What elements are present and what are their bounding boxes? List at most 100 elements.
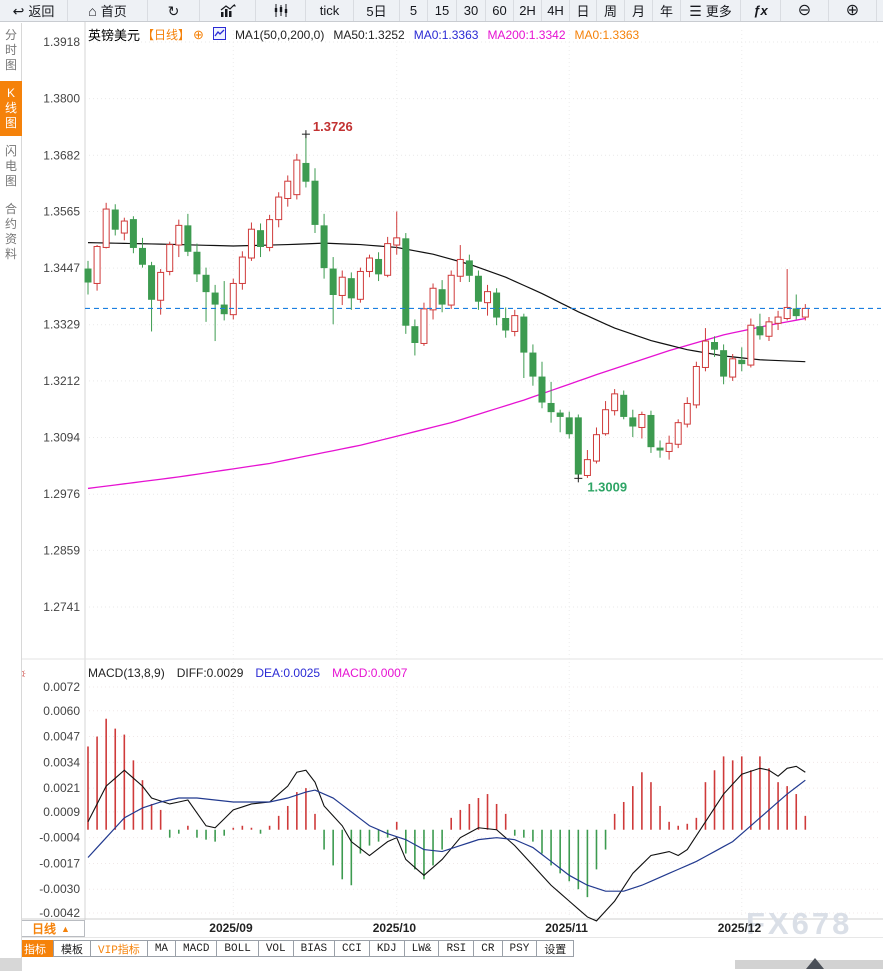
svg-text:1.3094: 1.3094 (43, 431, 80, 445)
toolbar-candle-chart[interactable] (256, 0, 306, 21)
svg-text:-0.0004: -0.0004 (39, 831, 80, 845)
home-icon: ⌂ (88, 2, 97, 19)
chart-type-sidebar: 分时图 K线图闪电图合约资料 (0, 23, 22, 958)
svg-text:1.3726: 1.3726 (313, 119, 353, 134)
chevron-up-icon: ▲ (61, 923, 70, 934)
indicator-tab-模板[interactable]: 模板 (53, 940, 91, 957)
svg-text:0.0047: 0.0047 (43, 730, 80, 744)
sidebar-tab-0[interactable]: 分时图 (4, 28, 17, 72)
x-axis-date-1: 2025/10 (372, 921, 417, 935)
indicator-tab-LW&[interactable]: LW& (403, 940, 440, 957)
sidebar-tab-3[interactable]: 合约资料 (4, 202, 17, 261)
toolbar-period-15-label: 15 (434, 3, 450, 18)
toolbar-period-week-label: 周 (603, 4, 617, 19)
toolbar-trend-chart[interactable] (200, 0, 256, 21)
svg-text:1.3682: 1.3682 (43, 148, 80, 162)
toolbar-zoom-in[interactable]: ⊕ (829, 0, 877, 21)
toolbar-period-5[interactable]: 5 (400, 0, 428, 21)
menu-icon: ☰ (689, 2, 702, 19)
toolbar-period-4h[interactable]: 4H (542, 0, 570, 21)
add-indicator-icon[interactable]: ⊕ (193, 26, 204, 42)
toolbar-home[interactable]: ⌂ 首页 (68, 0, 148, 21)
toolbar-fx-functions[interactable]: ƒx (741, 0, 781, 21)
svg-text:1.3212: 1.3212 (43, 374, 80, 388)
macd-value: MACD:0.0007 (332, 666, 408, 680)
ma200-value: MA200:1.3342 (487, 27, 566, 42)
scrollbar-corner (0, 958, 22, 971)
symbol-name: 英镑美元 (88, 28, 141, 43)
toolbar-period-2h[interactable]: 2H (514, 0, 542, 21)
zoom-in-icon: ⊕ (845, 1, 860, 19)
svg-text:0.0034: 0.0034 (43, 755, 80, 769)
indicator-tab-VIP指标[interactable]: VIP指标 (90, 940, 148, 957)
svg-text:0.0009: 0.0009 (43, 805, 80, 819)
indicator-tab-CCI[interactable]: CCI (334, 940, 370, 957)
indicator-tab-MA[interactable]: MA (146, 940, 177, 957)
ma0-blue-value: MA0:1.3363 (413, 27, 479, 42)
indicator-tab-VOL[interactable]: VOL (257, 940, 294, 957)
toolbar-period-60-label: 60 (492, 3, 507, 18)
svg-text:1.2741: 1.2741 (43, 600, 80, 614)
toolbar-period-4h-label: 4H (547, 3, 564, 18)
toolbar-period-month[interactable]: 月 (625, 0, 653, 21)
svg-text:1.3800: 1.3800 (43, 92, 80, 106)
x-axis-date-2: 2025/11 (545, 921, 588, 935)
macd-panel-header: MACD(13,8,9) DIFF:0.0029 DEA:0.0025 MACD… (88, 666, 407, 680)
toolbar-period-month-label: 月 (631, 4, 645, 19)
zoom-out-icon: ⊖ (797, 1, 812, 19)
svg-text:-0.0017: -0.0017 (39, 856, 80, 870)
toolbar-back-label: 返回 (28, 4, 55, 19)
svg-text:0.0072: 0.0072 (43, 680, 80, 694)
bar-chart-icon (220, 4, 236, 17)
toolbar-period-year-label: 年 (659, 4, 673, 19)
toolbar-zoom-out[interactable]: ⊖ (781, 0, 829, 21)
back-icon: ↩ (12, 2, 25, 19)
period-selector-label: 日线 (32, 922, 57, 936)
sidebar-tab-1[interactable]: K线图 (0, 81, 22, 136)
refresh-icon: ↻ (167, 2, 180, 19)
sidebar-tab-2[interactable]: 闪电图 (4, 144, 17, 188)
dea-value: DEA:0.0025 (255, 666, 321, 680)
indicator-tab-BOLL[interactable]: BOLL (216, 940, 259, 957)
svg-text:1.2976: 1.2976 (43, 487, 80, 501)
toolbar-period-15[interactable]: 15 (428, 0, 457, 21)
toolbar-period-2h-label: 2H (519, 3, 536, 18)
svg-text:1.2859: 1.2859 (43, 543, 80, 557)
indicator-tab-BIAS[interactable]: BIAS (292, 940, 336, 957)
indicator-tab-设置[interactable]: 设置 (536, 940, 575, 957)
indicator-tab-CR[interactable]: CR (473, 940, 503, 957)
toolbar-more[interactable]: ☰ 更多 (681, 0, 741, 21)
toolbar-period-week[interactable]: 周 (597, 0, 625, 21)
fx678-watermark: FX678 (746, 906, 853, 941)
toolbar-period-5d-label: 5日 (366, 4, 387, 19)
toolbar-period-day[interactable]: 日 (570, 0, 597, 21)
indicator-tab-RSI[interactable]: RSI (438, 940, 475, 957)
mini-chart-icon (212, 26, 226, 43)
toolbar-refresh[interactable]: ↻ (148, 0, 200, 21)
x-axis-date-3: 2025/12 (717, 921, 762, 935)
toolbar-period-tick-label: tick (319, 3, 340, 18)
toolbar-back[interactable]: ↩ 返回 (0, 0, 68, 21)
svg-text:1.3918: 1.3918 (43, 35, 80, 49)
indicator-tab-MACD[interactable]: MACD (175, 940, 218, 957)
toolbar-period-60[interactable]: 60 (486, 0, 514, 21)
indicator-tab-PSY[interactable]: PSY (501, 940, 538, 957)
toolbar-period-tick[interactable]: tick (306, 0, 354, 21)
toolbar-period-5-label: 5 (409, 3, 418, 18)
toolbar-period-5d[interactable]: 5日 (354, 0, 400, 21)
svg-text:1.3447: 1.3447 (43, 261, 80, 275)
indicator-tab-KDJ[interactable]: KDJ (368, 940, 405, 957)
toolbar-period-year[interactable]: 年 (653, 0, 681, 21)
period-selector-button[interactable]: 日线 ▲ (17, 920, 85, 937)
svg-text:-0.0030: -0.0030 (39, 882, 80, 896)
toolbar-period-30[interactable]: 30 (457, 0, 486, 21)
svg-text:0.0060: 0.0060 (43, 704, 80, 718)
ma0-orange-value: MA0:1.3363 (574, 27, 640, 42)
scrollbar-thumb[interactable] (806, 958, 824, 969)
period-tag: 【日线】 (142, 28, 191, 42)
macd-title: MACD(13,8,9) (88, 666, 165, 680)
toolbar-more-label: 更多 (705, 4, 732, 19)
diff-value: DIFF:0.0029 (176, 666, 244, 680)
svg-text:0.0021: 0.0021 (43, 781, 80, 795)
